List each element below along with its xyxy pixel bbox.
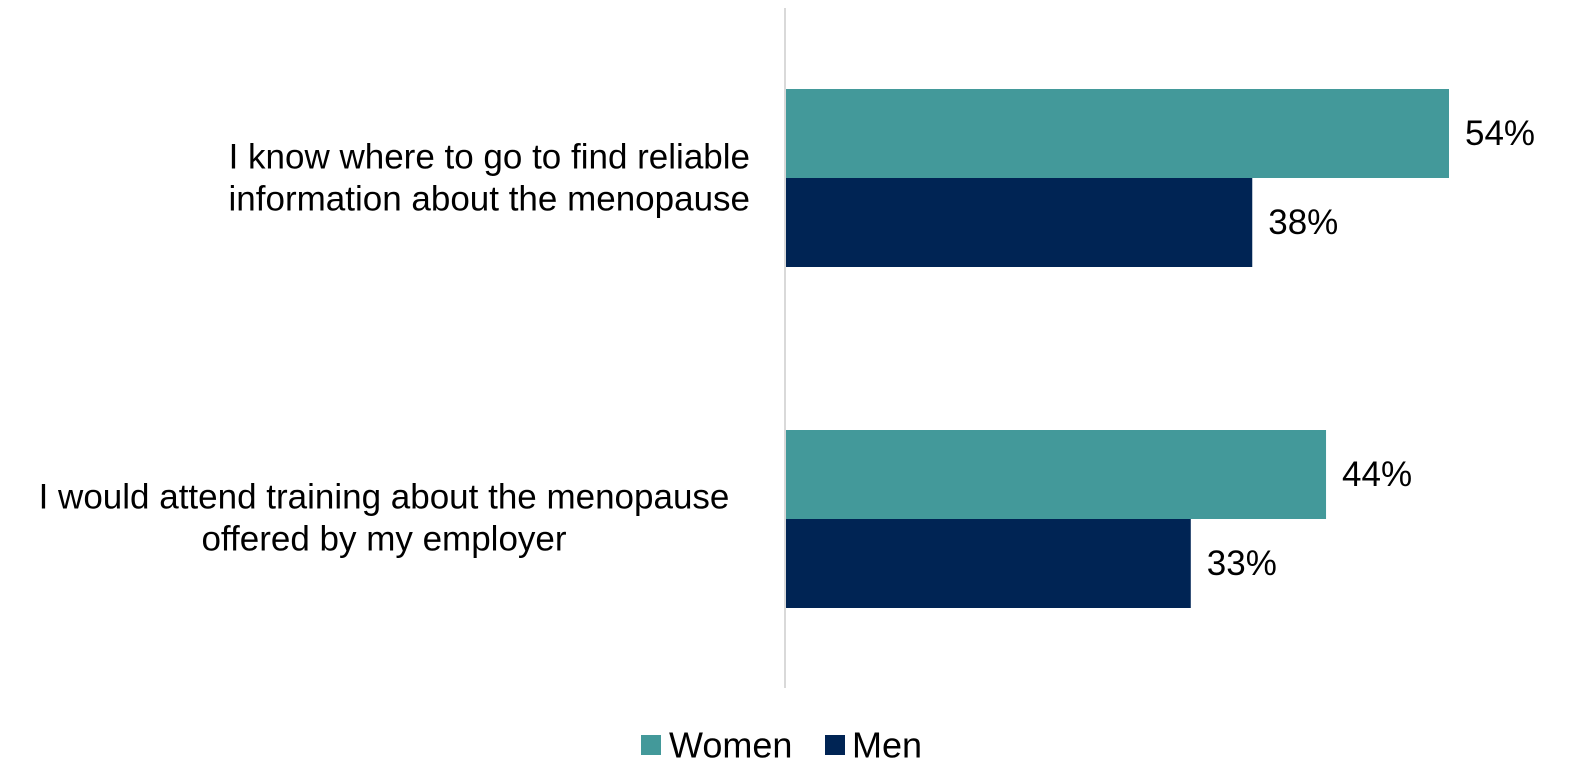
value-label: 44% (1342, 455, 1412, 494)
bar-women (785, 430, 1327, 519)
legend: Women Men (641, 725, 922, 761)
legend-label-women: Women (669, 725, 792, 761)
bars (785, 89, 1449, 608)
category-label: information about the menopause (229, 180, 750, 219)
category-label: I would attend training about the menopa… (39, 478, 730, 517)
legend-swatch-men (825, 735, 845, 755)
category-label: I know where to go to find reliable (229, 138, 750, 177)
category-labels: I know where to go to find reliableinfor… (39, 138, 750, 559)
legend-swatch-women (641, 735, 661, 755)
legend-label-men: Men (852, 725, 922, 761)
value-label: 38% (1268, 203, 1338, 242)
value-label: 54% (1465, 114, 1535, 153)
bar-men (785, 178, 1253, 267)
bar-women (785, 89, 1449, 178)
value-label: 33% (1207, 544, 1277, 583)
category-label: offered by my employer (201, 520, 566, 559)
bar-men (785, 519, 1191, 608)
value-labels: 54% 44% 38% 33% (1207, 114, 1535, 583)
